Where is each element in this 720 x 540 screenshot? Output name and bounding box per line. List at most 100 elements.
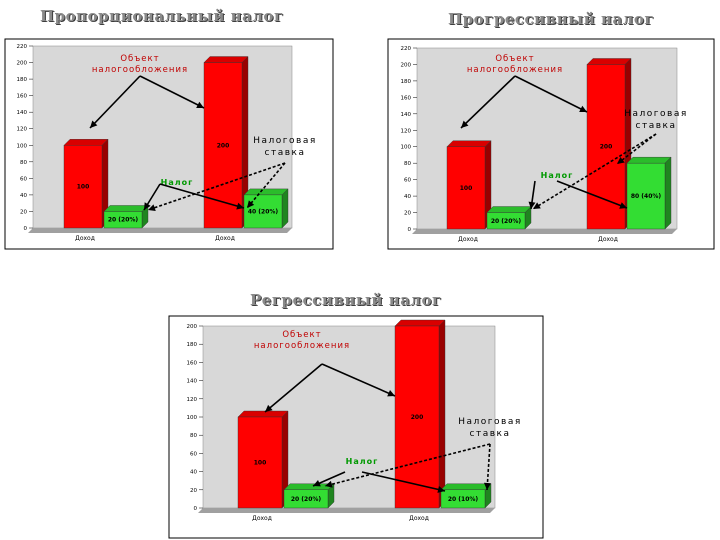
y-tick-label: 200: [187, 324, 198, 330]
y-tick-label: 0: [408, 227, 412, 233]
x-category-label: Доход: [458, 236, 478, 243]
y-tick-label: 60: [190, 451, 197, 457]
x-category-label: Доход: [598, 236, 618, 243]
y-tick-label: 120: [17, 127, 28, 133]
annotation-arrow-head: [461, 120, 469, 128]
chart-title-progressive: Прогрессивный налог: [448, 10, 655, 28]
y-tick-label: 60: [404, 178, 411, 184]
annotation-object-line2: налогообложения: [92, 65, 188, 75]
y-tick-label: 60: [20, 176, 27, 182]
y-tick-label: 180: [17, 77, 28, 83]
annotation-arrow-dashed-head: [617, 156, 625, 164]
annotation-arrow-head: [387, 389, 395, 397]
annotation-arrow: [139, 75, 205, 109]
bar-income-2-side: [438, 319, 446, 509]
bar-tax-2: [440, 489, 486, 509]
y-tick-label: 160: [17, 94, 28, 100]
annotation-arrow-head: [528, 201, 536, 209]
annotation-arrow-dashed: [324, 443, 491, 487]
bar-tax-2-top: [243, 188, 289, 196]
y-tick-label: 20: [190, 488, 197, 494]
bar-tax-1: [283, 489, 329, 509]
bar-income-2: [203, 62, 243, 229]
y-tick-label: 40: [20, 193, 27, 199]
annotation-arrow: [460, 75, 516, 129]
chart-title-regressive: Регрессивный налог: [250, 291, 442, 309]
bar-value-label: 200: [411, 414, 424, 421]
bar-income-2: [586, 64, 626, 230]
y-tick-label: 120: [401, 128, 412, 134]
annotation-arrow-head: [265, 404, 273, 412]
annotation-arrow: [514, 75, 588, 113]
annotation-arrow-dashed-head: [148, 204, 156, 212]
x-category-label: Доход: [252, 515, 272, 522]
bar-tax-1: [486, 212, 526, 230]
bar-tax-2-side: [281, 188, 289, 229]
annotation-arrow-head: [619, 202, 627, 209]
bar-value-label: 20 (10%): [448, 496, 479, 503]
annotation-arrow-dashed: [616, 133, 657, 165]
bar-income-2-top: [203, 56, 249, 63]
y-tick-label: 0: [194, 506, 198, 512]
annotation-arrow-head: [196, 101, 204, 108]
plot-floor: [28, 228, 292, 233]
bar-tax-1-top: [283, 483, 335, 491]
bar-tax-2-top: [440, 483, 492, 491]
annotation-tax: Налог: [346, 457, 379, 466]
bar-income-1-top: [63, 139, 109, 146]
annotation-rate-line1: Налоговая: [253, 136, 317, 146]
x-category-label: Доход: [409, 515, 429, 522]
plot-floor: [412, 229, 677, 234]
y-tick-label: 220: [17, 44, 28, 50]
x-category-label: Доход: [75, 235, 95, 242]
annotation-arrow: [264, 363, 323, 413]
y-tick-label: 80: [404, 161, 411, 167]
bar-income-1: [63, 145, 103, 229]
bar-income-2-top: [394, 319, 446, 327]
y-tick-label: 100: [187, 415, 198, 421]
chart-proportional: 0 20 40 60 80 100 120 140 160 180 200 220 100 200 20 (…: [4, 38, 334, 250]
bar-tax-1-top: [103, 205, 149, 212]
annotation-arrow-dashed-head: [483, 482, 491, 490]
annotation-arrow-head: [313, 479, 321, 487]
bar-tax-2-side: [664, 156, 672, 230]
y-tick-label: 0: [24, 226, 28, 232]
annotation-object-line2: налогообложения: [467, 65, 563, 75]
annotation-arrow: [321, 363, 396, 397]
annotation-tax: Налог: [541, 171, 574, 180]
bar-tax-2: [243, 194, 283, 229]
annotation-arrow-head: [236, 202, 244, 210]
y-tick-label: 120: [187, 397, 198, 403]
y-tick-label: 20: [404, 211, 411, 217]
annotation-arrow-head: [90, 120, 98, 128]
bar-value-label: 200: [600, 144, 613, 151]
bar-tax-2-top: [626, 156, 672, 164]
annotation-arrow-dashed-head: [325, 480, 333, 488]
bar-value-label: 80 (40%): [631, 193, 662, 200]
y-tick-label: 180: [401, 79, 412, 85]
bar-income-2: [394, 325, 440, 509]
y-tick-label: 160: [401, 95, 412, 101]
bar-value-label: 200: [217, 142, 230, 149]
annotation-tax: Налог: [161, 178, 194, 187]
annotation-arrow-head: [579, 105, 587, 112]
annotation-object-line2: налогообложения: [254, 341, 350, 351]
y-tick-label: 100: [401, 145, 412, 151]
y-tick-label: 40: [190, 470, 197, 476]
y-tick-label: 40: [404, 194, 411, 200]
annotation-object-line1: Объект: [282, 330, 321, 340]
y-tick-label: 140: [187, 379, 198, 385]
x-category-label: Доход: [215, 235, 235, 242]
y-tick-label: 20: [20, 209, 27, 215]
chart-title-proportional: Пропорциональный налог: [40, 7, 284, 25]
bar-income-2-top: [586, 58, 632, 65]
plot-floor: [198, 508, 495, 513]
annotation-arrow: [89, 75, 141, 129]
bar-tax-1-top: [486, 206, 532, 213]
y-tick-label: 220: [401, 46, 412, 52]
y-tick-label: 140: [17, 110, 28, 116]
annotation-arrow-dashed-head: [247, 200, 255, 208]
annotation-arrow-dashed: [486, 443, 491, 491]
bar-value-label: 20 (20%): [491, 218, 522, 225]
annotation-object-line1: Объект: [495, 54, 534, 64]
